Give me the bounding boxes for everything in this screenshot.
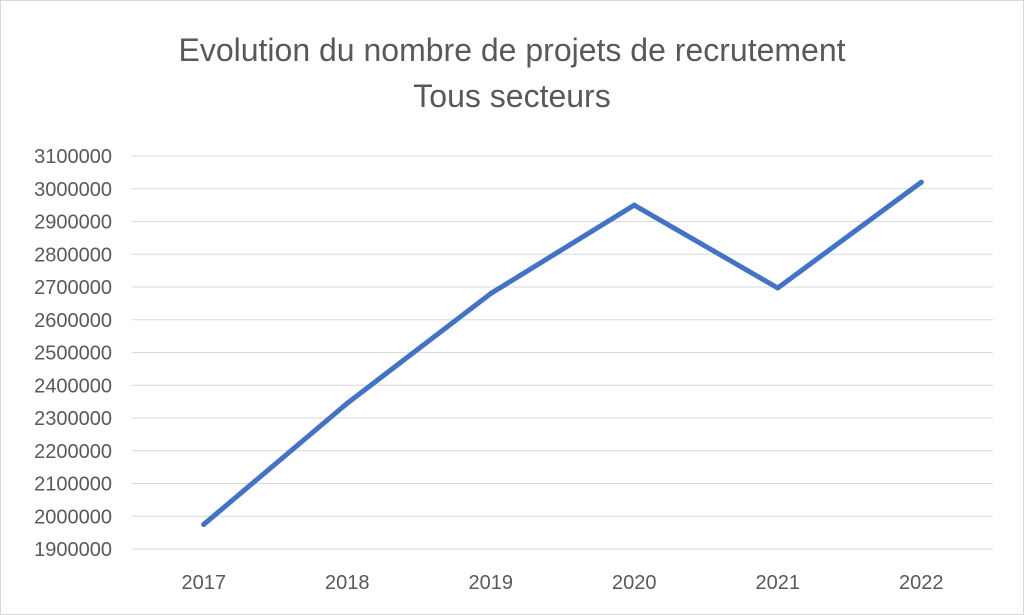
- y-tick-label: 3100000: [34, 146, 112, 168]
- x-tick-label: 2018: [325, 572, 370, 594]
- x-tick-label: 2017: [182, 572, 227, 594]
- x-tick-label: 2019: [469, 572, 514, 594]
- y-tick-label: 2800000: [34, 244, 112, 266]
- chart-subtitle: Tous secteurs: [413, 78, 611, 114]
- data-point-2021: [775, 285, 781, 291]
- data-point-2017: [201, 521, 207, 527]
- data-point-2018: [344, 400, 350, 406]
- chart-title-block: Evolution du nombre de projets de recrut…: [1, 27, 1023, 119]
- data-point-2019: [488, 291, 494, 297]
- y-tick-label: 2400000: [34, 375, 112, 397]
- x-tick-label: 2021: [756, 572, 801, 594]
- series-line: [201, 179, 924, 527]
- x-tick-label: 2022: [899, 572, 944, 594]
- x-axis-labels: 2017 2018 2019 2020 2021 2022: [182, 572, 944, 594]
- y-tick-label: 2200000: [34, 441, 112, 463]
- y-tick-label: 2000000: [34, 506, 112, 528]
- series-group: [201, 179, 924, 527]
- y-tick-label: 2600000: [34, 310, 112, 332]
- data-point-2022: [918, 179, 924, 185]
- y-tick-label: 3000000: [34, 179, 112, 201]
- y-axis-labels: 1900000 2000000 2100000 2200000 2300000 24000…: [34, 146, 112, 561]
- y-tick-label: 2900000: [34, 212, 112, 234]
- chart-title: Evolution du nombre de projets de recrut…: [178, 32, 846, 68]
- y-tick-label: 2500000: [34, 343, 112, 365]
- y-tick-label: 2700000: [34, 277, 112, 299]
- y-tick-label: 2300000: [34, 408, 112, 430]
- data-point-2020: [631, 202, 637, 208]
- x-tick-label: 2020: [612, 572, 657, 594]
- y-tick-label: 1900000: [34, 539, 112, 561]
- gridlines: [132, 155, 993, 550]
- y-tick-label: 2100000: [34, 474, 112, 496]
